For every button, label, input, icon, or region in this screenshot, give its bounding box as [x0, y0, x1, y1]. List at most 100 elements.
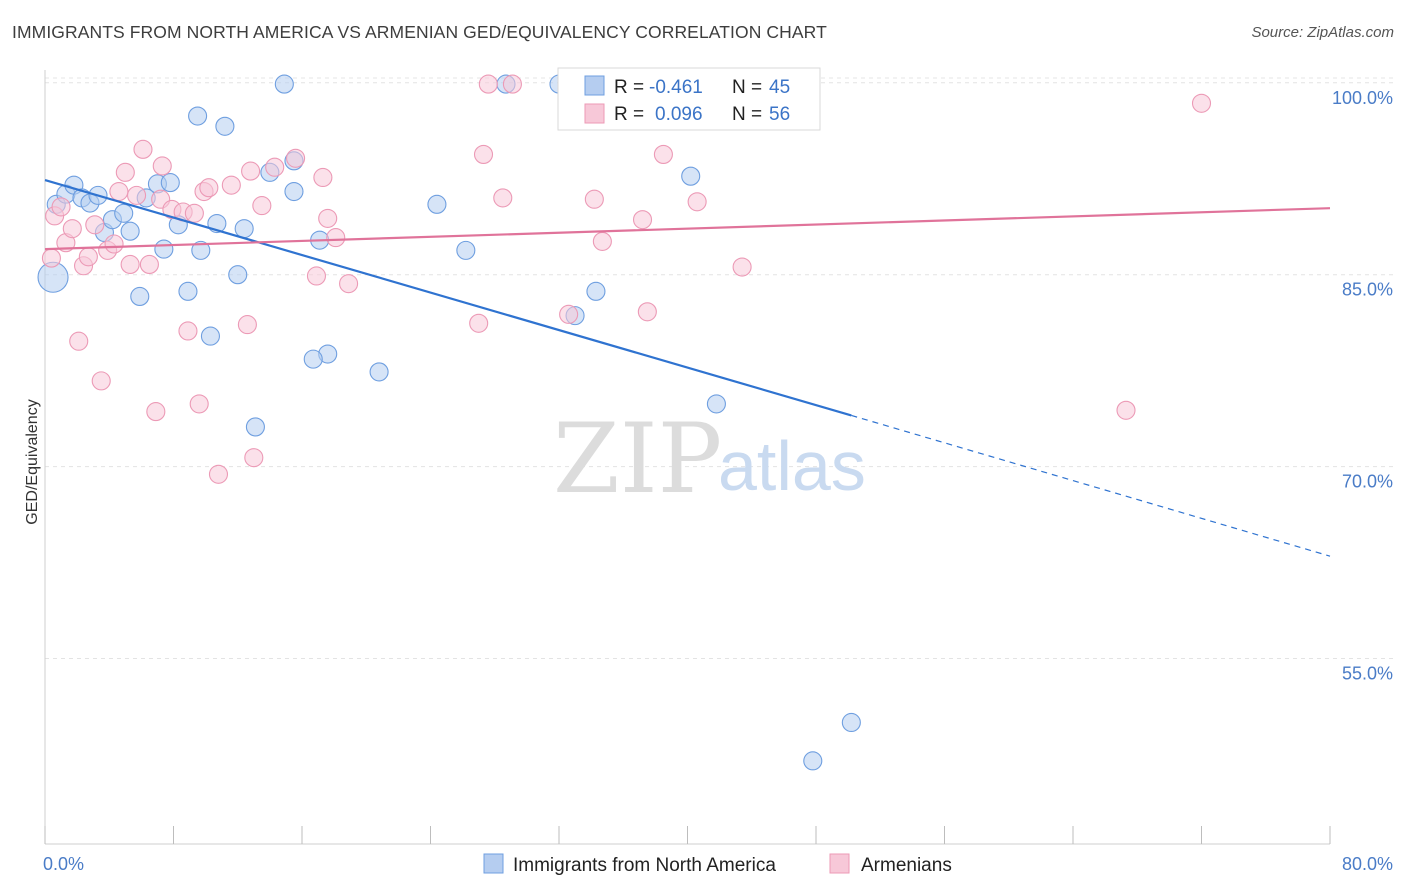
- point-s1-35: [286, 148, 306, 168]
- point-s0-17: [178, 281, 198, 301]
- point-s0-9: [114, 203, 134, 223]
- point-s1-45: [502, 74, 522, 94]
- point-s0-22: [215, 116, 235, 136]
- point-s1-29: [221, 175, 241, 195]
- point-s0-41: [681, 166, 701, 186]
- point-s0-14: [154, 239, 174, 259]
- point-s1-44: [493, 188, 513, 208]
- point-s0-33: [369, 362, 389, 382]
- trend-lines: [44, 178, 1331, 557]
- point-s1-8: [85, 215, 105, 235]
- trend-line-s0: [44, 178, 852, 417]
- series-legend-swatch-north-america: [483, 853, 504, 874]
- point-s1-48: [592, 231, 612, 251]
- data-points: [37, 74, 1212, 771]
- point-s1-31: [241, 161, 261, 181]
- watermark-zip: ZIP: [553, 403, 722, 515]
- x-tick-label-0: 0.0%: [43, 854, 84, 874]
- point-s0-19: [191, 240, 211, 260]
- point-s1-12: [109, 181, 129, 202]
- point-s0-27: [274, 74, 294, 94]
- series-legend-swatch-armenians: [829, 853, 850, 874]
- point-s0-35: [456, 240, 476, 260]
- point-s1-23: [178, 321, 198, 341]
- legend-r-label-2: R =: [614, 104, 644, 125]
- point-s0-42: [706, 394, 726, 414]
- point-s1-18: [146, 402, 166, 422]
- y-tick-label-0: 100.0%: [1332, 88, 1393, 108]
- point-s1-24: [184, 203, 204, 223]
- point-s1-51: [653, 144, 673, 164]
- point-s1-14: [120, 254, 140, 275]
- chart-title: IMMIGRANTS FROM NORTH AMERICA VS ARMENIA…: [12, 22, 827, 42]
- point-s0-25: [245, 417, 265, 437]
- point-s1-7: [78, 247, 98, 267]
- y-tick-label-1: 85.0%: [1342, 280, 1393, 300]
- point-s0-20: [200, 326, 220, 346]
- legend-n-label-1: N =: [732, 77, 762, 98]
- point-s1-4: [62, 219, 82, 239]
- trend-line-s1: [44, 207, 1331, 251]
- point-s1-15: [127, 185, 147, 205]
- point-s1-30: [237, 315, 257, 335]
- point-s1-32: [244, 448, 264, 468]
- point-s1-53: [732, 257, 752, 277]
- series-legend-label-north-america: Immigrants from North America: [513, 855, 776, 876]
- point-s1-27: [199, 178, 219, 198]
- point-s0-32: [303, 349, 323, 369]
- axes: [44, 70, 1331, 845]
- point-s1-11: [104, 234, 124, 254]
- y-tick-label-3: 55.0%: [1342, 663, 1393, 683]
- legend-swatch-armenians: [584, 103, 605, 124]
- point-s0-40: [586, 281, 606, 301]
- legend-swatch-north-america: [584, 75, 605, 96]
- point-s1-52: [687, 192, 707, 212]
- point-s1-20: [152, 156, 172, 176]
- legend-n-value-1: 45: [769, 77, 790, 98]
- point-s0-18: [188, 106, 208, 126]
- point-s0-43: [841, 712, 861, 733]
- point-s0-10: [120, 221, 140, 241]
- legend: R = -0.461 N = 45 R = 0.096 N = 56: [557, 67, 821, 131]
- point-s1-39: [326, 228, 346, 248]
- point-s1-50: [637, 302, 657, 322]
- point-s1-36: [306, 266, 327, 286]
- tick-labels: 100.0% 85.0% 70.0% 55.0% 0.0% 80.0%: [43, 88, 1393, 874]
- y-axis-label: GED/Equivalency: [24, 399, 41, 524]
- point-s1-17: [139, 254, 159, 275]
- point-s1-16: [133, 139, 153, 159]
- point-s1-2: [51, 197, 71, 217]
- point-s0-15: [160, 173, 180, 193]
- point-s1-0: [41, 248, 61, 268]
- point-s1-42: [473, 144, 494, 164]
- point-s0-29: [284, 181, 304, 202]
- point-s1-38: [318, 208, 338, 228]
- point-s0-34: [427, 194, 447, 214]
- legend-r-value-2: 0.096: [655, 104, 703, 125]
- point-s0-11: [130, 286, 150, 306]
- point-s1-49: [632, 210, 653, 230]
- legend-r-label-1: R =: [614, 77, 644, 98]
- point-s1-47: [584, 189, 604, 209]
- watermark-atlas: atlas: [718, 427, 866, 505]
- point-s1-55: [1191, 93, 1212, 113]
- legend-n-label-2: N =: [732, 104, 762, 125]
- watermark: ZIP atlas: [553, 403, 866, 515]
- y-tick-label-2: 70.0%: [1342, 472, 1393, 492]
- point-s0-24: [234, 219, 254, 239]
- series-legend-label-armenians: Armenians: [861, 855, 952, 876]
- point-s1-25: [189, 394, 209, 414]
- point-s1-9: [91, 371, 111, 391]
- point-s1-40: [339, 274, 359, 294]
- point-s1-43: [478, 74, 498, 94]
- point-s1-5: [69, 331, 89, 351]
- point-s1-34: [265, 157, 285, 177]
- point-s1-28: [208, 464, 229, 484]
- series-legend: Immigrants from North America Armenians: [483, 853, 952, 876]
- trend-line-dashed-s0: [851, 414, 1331, 557]
- point-s1-13: [115, 162, 135, 182]
- point-s1-33: [252, 196, 272, 216]
- point-s1-46: [559, 304, 579, 324]
- x-tick-label-10: 80.0%: [1342, 854, 1393, 874]
